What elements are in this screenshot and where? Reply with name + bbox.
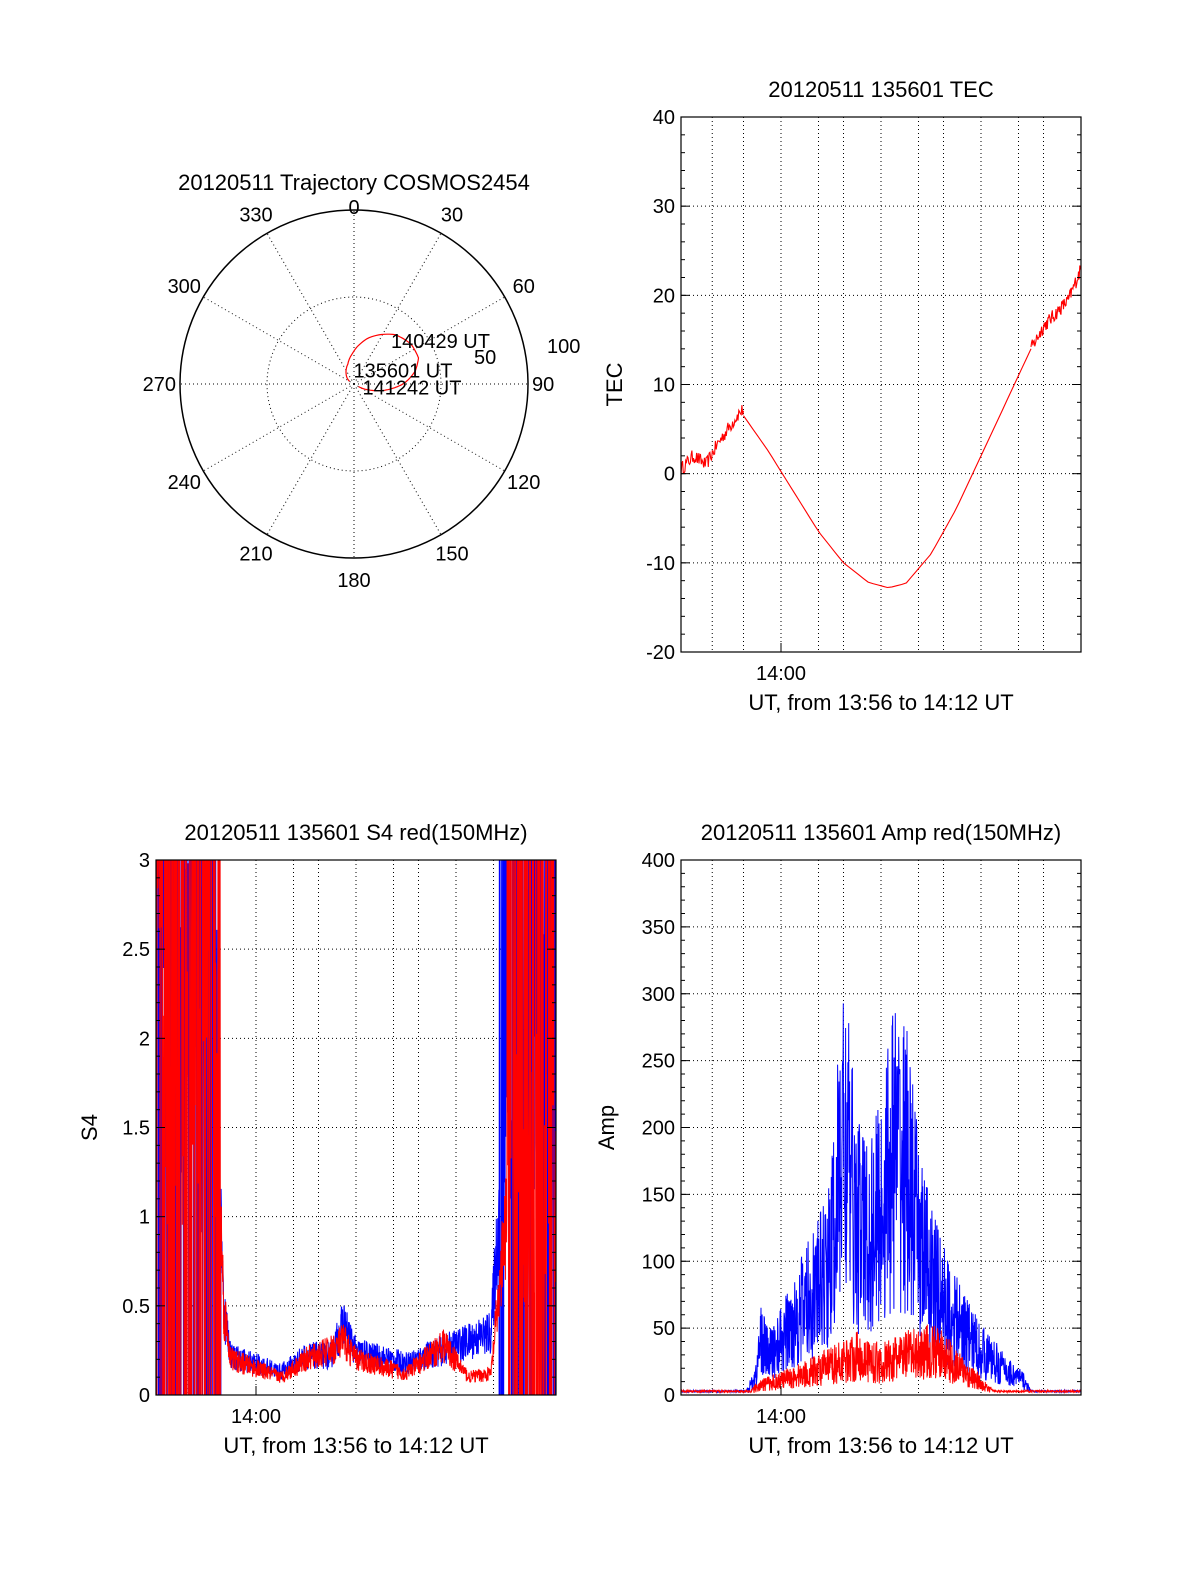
y-tick-label: 0 xyxy=(139,1385,150,1407)
radial-gridcircle xyxy=(266,296,442,472)
angle-label: 30 xyxy=(441,204,463,226)
series-line-red xyxy=(681,1324,1081,1395)
y-tick-label: -10 xyxy=(646,553,675,575)
trajectory-line xyxy=(345,333,420,392)
angle-label: 270 xyxy=(143,374,176,396)
x-tick-label: 14:00 xyxy=(756,663,806,685)
radial-gridline xyxy=(353,383,505,472)
y-tick-label: 2 xyxy=(139,1028,150,1050)
radial-gridline xyxy=(266,383,355,535)
y-tick-label: 0 xyxy=(664,1385,675,1407)
angle-label: 120 xyxy=(507,472,540,494)
x-axis-label: UT, from 13:56 to 14:12 UT xyxy=(748,690,1013,715)
angle-label: 60 xyxy=(513,276,535,298)
y-axis-label: Amp xyxy=(594,1105,619,1150)
series-line-red xyxy=(156,860,556,1395)
y-tick-label: 0.5 xyxy=(122,1296,150,1318)
y-tick-label: 1 xyxy=(139,1207,150,1229)
series-group xyxy=(681,1003,1081,1395)
radial-gridline xyxy=(353,233,442,385)
x-tick-label: 14:00 xyxy=(231,1406,281,1428)
y-tick-label: 2.5 xyxy=(122,939,150,961)
angle-label: 0 xyxy=(348,197,359,219)
y-axis-label: TEC xyxy=(602,362,627,406)
series-group xyxy=(156,860,556,1395)
radial-gridline xyxy=(266,233,355,385)
y-tick-label: 300 xyxy=(642,984,675,1006)
x-axis-label: UT, from 13:56 to 14:12 UT xyxy=(748,1433,1013,1458)
y-tick-label: 40 xyxy=(653,107,675,129)
series-line-red xyxy=(1030,265,1081,347)
y-axis-label: S4 xyxy=(77,1114,102,1141)
angle-label: 240 xyxy=(168,472,201,494)
y-tick-label: 250 xyxy=(642,1051,675,1073)
radial-label: 100 xyxy=(547,336,580,358)
series-line-blue xyxy=(681,1003,1081,1395)
y-tick-label: 0 xyxy=(664,464,675,486)
y-tick-label: 350 xyxy=(642,917,675,939)
y-tick-label: 200 xyxy=(642,1118,675,1140)
trajectory-label: 135601 UT xyxy=(353,360,452,382)
radial-label: 50 xyxy=(474,347,496,369)
series-line-red xyxy=(743,348,1032,589)
series-group xyxy=(681,265,1081,589)
s4-chart: 20120511 135601 S4 red(150MHz) 0 0.5 1 1.5 2 2… xyxy=(77,820,557,1458)
series-line-red xyxy=(681,405,745,476)
outer-circle xyxy=(179,209,529,559)
trajectory-label: 141242 UT xyxy=(363,378,462,400)
angle-label: 330 xyxy=(239,204,272,226)
chart-title: 20120511 Trajectory COSMOS2454 xyxy=(178,170,530,195)
angle-label: 90 xyxy=(532,374,554,396)
radial-gridline xyxy=(353,383,442,535)
angle-label: 180 xyxy=(337,570,370,592)
x-tick-label: 14:00 xyxy=(756,1406,806,1428)
tec-chart: 20120511 135601 TEC -20 -10 0 10 20 30 40 14:00 U… xyxy=(602,77,1082,715)
radial-gridline xyxy=(353,296,505,385)
y-tick-label: 30 xyxy=(653,196,675,218)
y-tick-label: 50 xyxy=(653,1318,675,1340)
angle-label: 300 xyxy=(168,276,201,298)
y-tick-label: 100 xyxy=(642,1251,675,1273)
angle-label: 210 xyxy=(239,544,272,566)
trajectory-label: 140429 UT xyxy=(391,331,490,353)
amp-chart: 20120511 135601 Amp red(150MHz) 0 50 100 150… xyxy=(594,820,1082,1458)
chart-title: 20120511 135601 S4 red(150MHz) xyxy=(184,820,527,845)
angle-label: 150 xyxy=(435,544,468,566)
radial-gridline xyxy=(203,296,355,385)
chart-title: 20120511 135601 Amp red(150MHz) xyxy=(701,820,1061,845)
y-tick-label: 3 xyxy=(139,850,150,872)
y-tick-label: 20 xyxy=(653,285,675,307)
x-axis-label: UT, from 13:56 to 14:12 UT xyxy=(223,1433,488,1458)
chart-title: 20120511 135601 TEC xyxy=(768,77,994,102)
y-tick-label: 150 xyxy=(642,1184,675,1206)
y-tick-label: 1.5 xyxy=(122,1118,150,1140)
y-tick-label: 10 xyxy=(653,375,675,397)
radial-gridline xyxy=(203,383,355,472)
y-tick-label: 400 xyxy=(642,850,675,872)
y-tick-label: -20 xyxy=(646,642,675,664)
